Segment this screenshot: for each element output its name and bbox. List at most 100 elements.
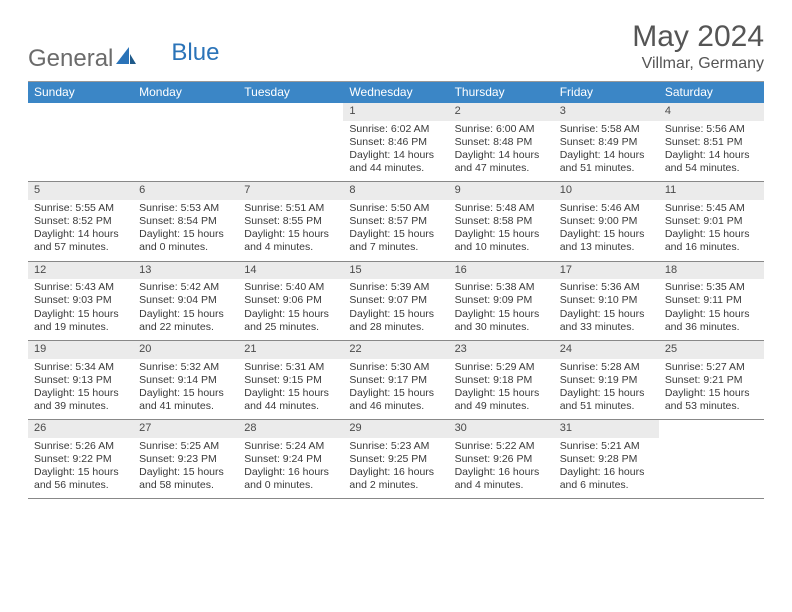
day-number: 12 — [28, 262, 133, 280]
daylight-text: and 7 minutes. — [349, 241, 442, 254]
sunset-text: Sunset: 9:01 PM — [665, 215, 758, 228]
title-block: May 2024 Villmar, Germany — [632, 20, 764, 73]
daylight-text: Daylight: 15 hours — [349, 228, 442, 241]
day-cell: 9Sunrise: 5:48 AMSunset: 8:58 PMDaylight… — [449, 182, 554, 260]
day-number: 18 — [659, 262, 764, 280]
day-details: Sunrise: 5:21 AMSunset: 9:28 PMDaylight:… — [554, 438, 659, 499]
day-details: Sunrise: 5:56 AMSunset: 8:51 PMDaylight:… — [659, 121, 764, 182]
day-header: Friday — [554, 82, 659, 103]
day-cell: 29Sunrise: 5:23 AMSunset: 9:25 PMDayligh… — [343, 420, 448, 498]
daylight-text: Daylight: 16 hours — [560, 466, 653, 479]
daylight-text: and 44 minutes. — [244, 400, 337, 413]
day-cell: 23Sunrise: 5:29 AMSunset: 9:18 PMDayligh… — [449, 341, 554, 419]
sunrise-text: Sunrise: 5:53 AM — [139, 202, 232, 215]
daylight-text: and 2 minutes. — [349, 479, 442, 492]
day-cell: 6Sunrise: 5:53 AMSunset: 8:54 PMDaylight… — [133, 182, 238, 260]
daylight-text: Daylight: 15 hours — [455, 228, 548, 241]
day-cell: 27Sunrise: 5:25 AMSunset: 9:23 PMDayligh… — [133, 420, 238, 498]
day-details: Sunrise: 5:43 AMSunset: 9:03 PMDaylight:… — [28, 279, 133, 340]
day-number: 26 — [28, 420, 133, 438]
sunset-text: Sunset: 8:54 PM — [139, 215, 232, 228]
daylight-text: Daylight: 15 hours — [349, 308, 442, 321]
sunset-text: Sunset: 9:21 PM — [665, 374, 758, 387]
week-row: 19Sunrise: 5:34 AMSunset: 9:13 PMDayligh… — [28, 341, 764, 420]
day-cell: 8Sunrise: 5:50 AMSunset: 8:57 PMDaylight… — [343, 182, 448, 260]
daylight-text: Daylight: 14 hours — [665, 149, 758, 162]
daylight-text: and 6 minutes. — [560, 479, 653, 492]
logo-sail-icon — [115, 45, 137, 73]
daylight-text: and 19 minutes. — [34, 321, 127, 334]
sunrise-text: Sunrise: 5:35 AM — [665, 281, 758, 294]
daylight-text: and 30 minutes. — [455, 321, 548, 334]
daylight-text: and 49 minutes. — [455, 400, 548, 413]
day-cell: 22Sunrise: 5:30 AMSunset: 9:17 PMDayligh… — [343, 341, 448, 419]
daylight-text: Daylight: 15 hours — [455, 387, 548, 400]
daylight-text: Daylight: 16 hours — [455, 466, 548, 479]
sunset-text: Sunset: 9:13 PM — [34, 374, 127, 387]
sunrise-text: Sunrise: 6:02 AM — [349, 123, 442, 136]
day-details: Sunrise: 5:26 AMSunset: 9:22 PMDaylight:… — [28, 438, 133, 499]
day-cell: 21Sunrise: 5:31 AMSunset: 9:15 PMDayligh… — [238, 341, 343, 419]
day-details: Sunrise: 5:22 AMSunset: 9:26 PMDaylight:… — [449, 438, 554, 499]
daylight-text: and 36 minutes. — [665, 321, 758, 334]
day-number: 6 — [133, 182, 238, 200]
logo: General Blue — [28, 39, 219, 73]
day-cell: 4Sunrise: 5:56 AMSunset: 8:51 PMDaylight… — [659, 103, 764, 181]
daylight-text: Daylight: 15 hours — [34, 466, 127, 479]
empty-cell — [28, 103, 133, 181]
location-label: Villmar, Germany — [632, 55, 764, 73]
page-header: General Blue May 2024 Villmar, Germany — [28, 20, 764, 73]
day-cell: 13Sunrise: 5:42 AMSunset: 9:04 PMDayligh… — [133, 262, 238, 340]
sunrise-text: Sunrise: 5:26 AM — [34, 440, 127, 453]
day-cell: 17Sunrise: 5:36 AMSunset: 9:10 PMDayligh… — [554, 262, 659, 340]
daylight-text: and 4 minutes. — [455, 479, 548, 492]
day-details: Sunrise: 5:24 AMSunset: 9:24 PMDaylight:… — [238, 438, 343, 499]
week-row: 12Sunrise: 5:43 AMSunset: 9:03 PMDayligh… — [28, 262, 764, 341]
sunrise-text: Sunrise: 5:48 AM — [455, 202, 548, 215]
day-number: 14 — [238, 262, 343, 280]
daylight-text: and 22 minutes. — [139, 321, 232, 334]
day-details: Sunrise: 5:25 AMSunset: 9:23 PMDaylight:… — [133, 438, 238, 499]
day-details: Sunrise: 5:31 AMSunset: 9:15 PMDaylight:… — [238, 359, 343, 420]
sunrise-text: Sunrise: 5:40 AM — [244, 281, 337, 294]
day-number: 30 — [449, 420, 554, 438]
day-header: Sunday — [28, 82, 133, 103]
day-cell: 1Sunrise: 6:02 AMSunset: 8:46 PMDaylight… — [343, 103, 448, 181]
sunset-text: Sunset: 9:26 PM — [455, 453, 548, 466]
sunrise-text: Sunrise: 5:25 AM — [139, 440, 232, 453]
daylight-text: and 58 minutes. — [139, 479, 232, 492]
day-details: Sunrise: 5:35 AMSunset: 9:11 PMDaylight:… — [659, 279, 764, 340]
day-number: 21 — [238, 341, 343, 359]
calendar-page: General Blue May 2024 Villmar, Germany S… — [0, 0, 792, 499]
daylight-text: Daylight: 15 hours — [560, 308, 653, 321]
daylight-text: and 44 minutes. — [349, 162, 442, 175]
daylight-text: Daylight: 16 hours — [349, 466, 442, 479]
day-header: Monday — [133, 82, 238, 103]
day-details: Sunrise: 5:58 AMSunset: 8:49 PMDaylight:… — [554, 121, 659, 182]
day-details: Sunrise: 5:42 AMSunset: 9:04 PMDaylight:… — [133, 279, 238, 340]
daylight-text: Daylight: 15 hours — [560, 387, 653, 400]
day-number: 17 — [554, 262, 659, 280]
day-number: 10 — [554, 182, 659, 200]
sunset-text: Sunset: 8:52 PM — [34, 215, 127, 228]
day-details: Sunrise: 5:29 AMSunset: 9:18 PMDaylight:… — [449, 359, 554, 420]
daylight-text: and 10 minutes. — [455, 241, 548, 254]
sunset-text: Sunset: 9:14 PM — [139, 374, 232, 387]
day-header: Wednesday — [343, 82, 448, 103]
daylight-text: Daylight: 15 hours — [349, 387, 442, 400]
day-number: 1 — [343, 103, 448, 121]
sunset-text: Sunset: 8:51 PM — [665, 136, 758, 149]
day-cell: 19Sunrise: 5:34 AMSunset: 9:13 PMDayligh… — [28, 341, 133, 419]
sunset-text: Sunset: 8:55 PM — [244, 215, 337, 228]
day-details: Sunrise: 5:27 AMSunset: 9:21 PMDaylight:… — [659, 359, 764, 420]
day-number: 16 — [449, 262, 554, 280]
day-details: Sunrise: 5:34 AMSunset: 9:13 PMDaylight:… — [28, 359, 133, 420]
day-number: 4 — [659, 103, 764, 121]
daylight-text: Daylight: 15 hours — [34, 308, 127, 321]
sunrise-text: Sunrise: 5:36 AM — [560, 281, 653, 294]
daylight-text: and 0 minutes. — [244, 479, 337, 492]
daylight-text: and 33 minutes. — [560, 321, 653, 334]
sunrise-text: Sunrise: 5:50 AM — [349, 202, 442, 215]
day-number: 27 — [133, 420, 238, 438]
sunrise-text: Sunrise: 5:24 AM — [244, 440, 337, 453]
